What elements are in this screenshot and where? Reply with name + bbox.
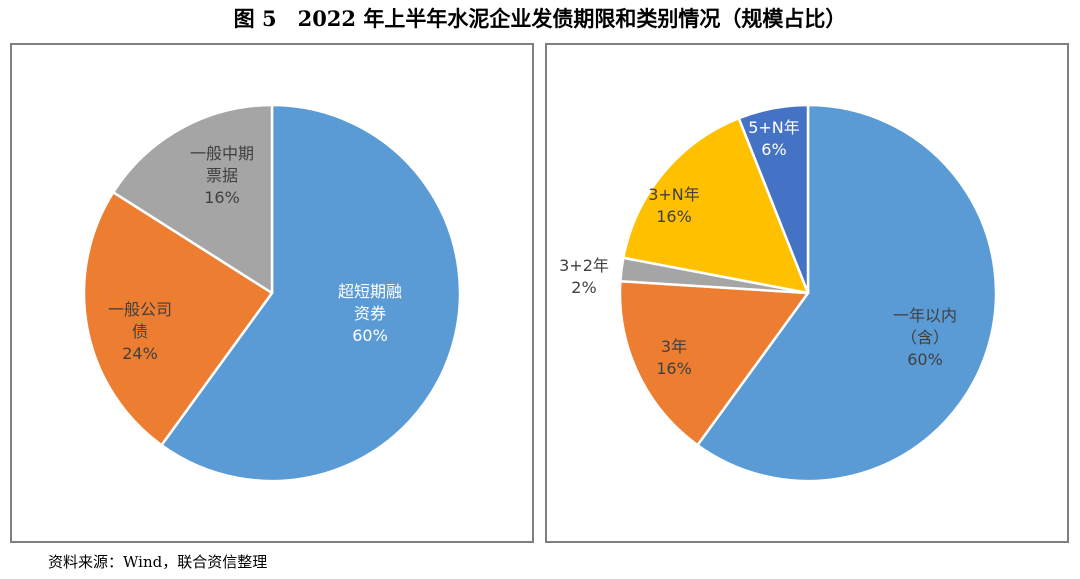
slice-label-term-0: 一年以内 （含） 60% (893, 306, 957, 369)
pie-chart-category-panel: 超短期融资券 60% 一般公司债 24% 一般中期票据 16% (10, 43, 534, 543)
pie-slice-category-2 (112, 103, 274, 295)
slice-name-label: 3年 (661, 337, 687, 356)
slice-name-label: 一般中期 (190, 144, 254, 163)
pie-slice-category-1 (82, 191, 274, 447)
slice-label-term-2: 3+2年 2% (559, 256, 609, 297)
slice-percent-label: 2% (571, 278, 596, 297)
slice-label-term-3: 3+N年 16% (648, 185, 700, 226)
slice-name-label: 债 (132, 322, 148, 341)
slice-name-label: 5+N年 (748, 118, 800, 137)
slice-percent-label: 60% (352, 326, 388, 345)
slice-percent-label: 16% (656, 207, 692, 226)
slice-name-label: 资券 (354, 304, 386, 323)
pie-slice-term-1 (618, 279, 810, 447)
figure-title: 图 5 2022 年上半年水泥企业发债期限和类别情况（规模占比） (233, 6, 847, 31)
slice-name-label: （含） (901, 328, 949, 347)
slice-name-label: 3+N年 (648, 185, 700, 204)
slice-name-label: 一般公司 (108, 300, 172, 319)
slice-name-label: 票据 (206, 166, 238, 185)
pie-chart-term-panel: 一年以内 （含） 60% 3年 16% 3+2年 2% 3+N年 16% 5+N年 6% (545, 43, 1069, 543)
slice-name-label: 3+2年 (559, 256, 609, 275)
slice-percent-label: 6% (761, 140, 786, 159)
pie-slice-term-4 (737, 103, 810, 295)
source-note: 资料来源：Wind，联合资信整理 (48, 553, 268, 571)
slice-label-term-4: 5+N年 6% (748, 118, 800, 159)
slice-name-label: 一年以内 (893, 306, 957, 325)
slice-percent-label: 60% (907, 350, 943, 369)
pie-slice-term-0 (696, 103, 998, 483)
pie-slice-category-0 (160, 103, 462, 483)
slice-percent-label: 24% (122, 344, 158, 363)
slice-name-label: 超短期融 (338, 282, 402, 301)
slice-percent-label: 16% (656, 359, 692, 378)
slice-percent-label: 16% (204, 188, 240, 207)
pie-slice-term-3 (622, 116, 810, 295)
